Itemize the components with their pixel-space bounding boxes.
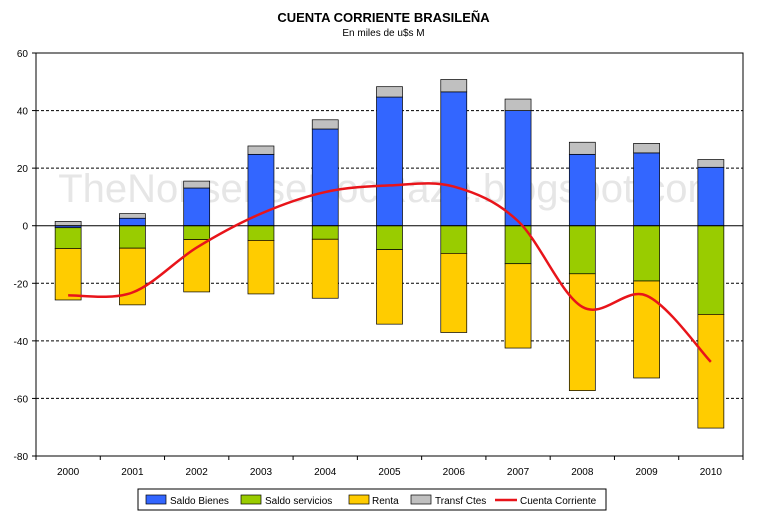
- bar-saldo-bienes: [697, 166, 725, 227]
- y-tick-label: 0: [22, 222, 28, 233]
- bar-saldo-bienes: [440, 91, 468, 227]
- bar-renta: [119, 247, 146, 306]
- x-tick-label: 2001: [121, 467, 144, 478]
- bar-saldo-servicios: [633, 225, 660, 282]
- bar-saldo-bienes: [504, 110, 532, 227]
- bar-saldo-servicios: [247, 225, 275, 241]
- plot-frame: [35, 52, 744, 457]
- x-tick-label: 2000: [57, 467, 80, 478]
- y-tick-label: 40: [17, 107, 29, 118]
- y-tick-label: 60: [17, 49, 29, 60]
- bar-saldo-servicios: [311, 225, 339, 240]
- chart-subtitle: En miles de u$s M: [342, 28, 425, 39]
- bar-saldo-bienes: [633, 152, 660, 227]
- bar-transf-ctes: [247, 145, 275, 155]
- line-cuenta-corriente: [68, 182, 712, 363]
- legend-box: [137, 488, 607, 511]
- bar-transf-ctes: [183, 180, 211, 189]
- bar-renta: [504, 263, 532, 349]
- bar-saldo-servicios: [119, 225, 146, 249]
- x-tick-label: 2002: [186, 467, 209, 478]
- bar-saldo-bienes: [119, 217, 146, 227]
- bar-transf-ctes: [311, 119, 339, 130]
- x-tick-label: 2006: [443, 467, 466, 478]
- bar-saldo-bienes: [568, 153, 596, 227]
- bar-saldo-bienes: [183, 187, 211, 227]
- bar-saldo-bienes: [247, 153, 275, 227]
- y-tick-label: 20: [17, 164, 29, 175]
- x-tick-label: 2004: [314, 467, 337, 478]
- x-tick-label: 2009: [635, 467, 658, 478]
- x-tick-label: 2008: [571, 467, 594, 478]
- legend-renta-label: Renta: [372, 496, 399, 507]
- x-tick-label: 2003: [250, 467, 273, 478]
- bar-transf-ctes: [440, 79, 468, 93]
- bar-transf-ctes: [119, 213, 146, 219]
- legend-saldo-bienes-label: Saldo Bienes: [170, 496, 229, 507]
- x-tick-label: 2010: [700, 467, 723, 478]
- bar-renta: [633, 280, 660, 379]
- y-tick-label: -40: [14, 337, 29, 348]
- x-tick-label: 2007: [507, 467, 530, 478]
- bar-transf-ctes: [376, 86, 403, 98]
- bar-transf-ctes: [697, 159, 725, 168]
- bar-renta: [697, 314, 725, 429]
- bar-transf-ctes: [504, 98, 532, 111]
- x-tick-label: 2005: [378, 467, 401, 478]
- bar-renta: [440, 252, 468, 333]
- legend-saldo-servicios-swatch: [240, 494, 262, 505]
- legend-cuenta-corriente-label: Cuenta Corriente: [520, 496, 597, 507]
- legend-saldo-servicios-label: Saldo servicios: [265, 496, 332, 507]
- bar-saldo-bienes: [376, 96, 403, 227]
- y-tick-label: -80: [14, 452, 29, 463]
- bar-renta: [311, 238, 339, 299]
- bar-transf-ctes: [568, 141, 596, 155]
- bar-saldo-servicios: [440, 225, 468, 254]
- bar-saldo-servicios: [697, 225, 725, 315]
- legend-transf-ctes-label: Transf Ctes: [435, 496, 486, 507]
- y-tick-label: -60: [14, 394, 29, 405]
- bar-renta: [247, 240, 275, 295]
- bar-transf-ctes: [54, 221, 82, 227]
- bar-renta: [376, 249, 403, 325]
- bar-saldo-servicios: [568, 225, 596, 275]
- chart-title: CUENTA CORRIENTE BRASILEÑA: [277, 10, 490, 25]
- bar-renta: [568, 273, 596, 392]
- y-tick-label: -20: [14, 279, 29, 290]
- bar-saldo-servicios: [183, 225, 211, 240]
- bar-renta: [54, 248, 82, 301]
- bar-saldo-servicios: [376, 225, 403, 250]
- legend-transf-ctes-swatch: [410, 494, 432, 505]
- bar-transf-ctes: [633, 143, 660, 154]
- legend-renta-swatch: [348, 494, 370, 505]
- legend-saldo-bienes-swatch: [145, 494, 167, 505]
- bar-saldo-bienes: [311, 128, 339, 227]
- bar-saldo-servicios: [54, 227, 82, 249]
